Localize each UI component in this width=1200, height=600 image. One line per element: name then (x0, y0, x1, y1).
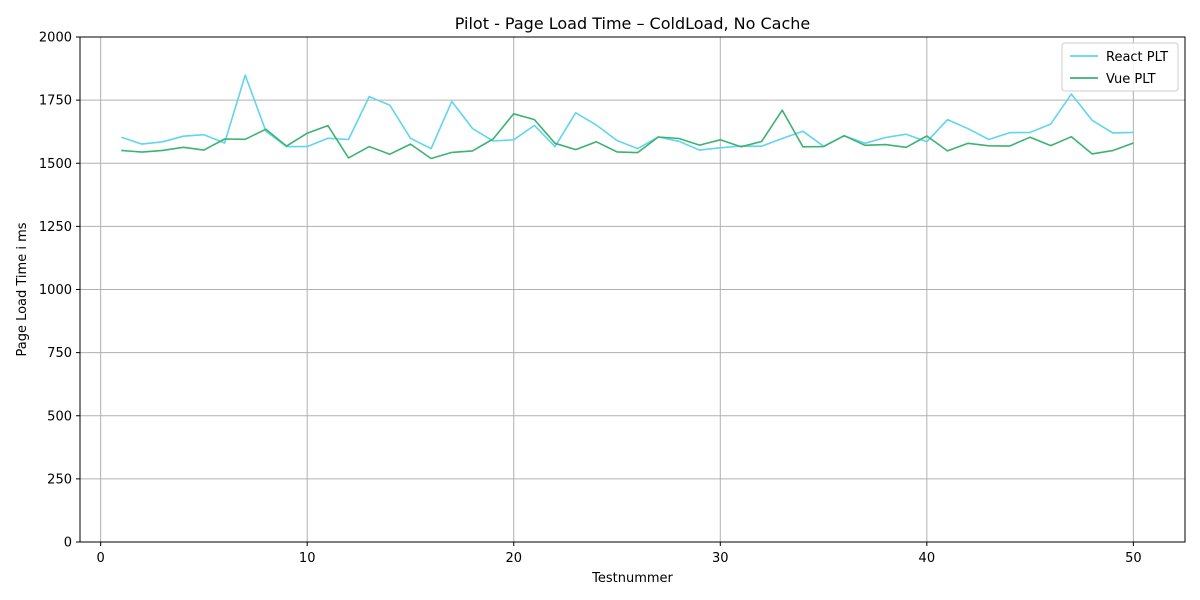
x-axis-label: Testnummer (591, 571, 673, 586)
legend-label: Vue PLT (1106, 72, 1156, 87)
chart-title: Pilot - Page Load Time – ColdLoad, No Ca… (455, 14, 811, 33)
x-tick-label: 10 (299, 551, 316, 566)
x-tick-label: 30 (712, 551, 729, 566)
y-tick-label: 1250 (39, 220, 72, 235)
y-tick-label: 0 (64, 536, 72, 551)
legend-label: React PLT (1106, 50, 1168, 65)
y-tick-label: 1000 (39, 283, 72, 298)
y-tick-label: 250 (47, 472, 72, 487)
y-tick-label: 1750 (39, 94, 72, 109)
y-tick-label: 1500 (39, 157, 72, 172)
tick-marks (76, 36, 1134, 546)
legend: React PLT Vue PLT (1061, 42, 1179, 92)
x-tick-label: 40 (919, 551, 936, 566)
y-tick-label: 2000 (39, 31, 72, 46)
series-lines (121, 74, 1134, 160)
legend-box (1061, 42, 1179, 92)
grid (80, 36, 1185, 543)
y-axis-label: Page Load Time i ms (15, 222, 30, 356)
x-tick-label: 20 (505, 551, 522, 566)
y-tick-label: 500 (47, 409, 72, 424)
series-line-react-plt (121, 74, 1134, 151)
series-line-vue-plt (121, 109, 1134, 160)
y-tick-label: 750 (47, 346, 72, 361)
x-tick-label: 50 (1125, 551, 1142, 566)
tick-labels: 0 10 20 30 40 5002505007501000125015001750200… (39, 31, 1142, 567)
x-tick-label: 0 (97, 551, 105, 566)
